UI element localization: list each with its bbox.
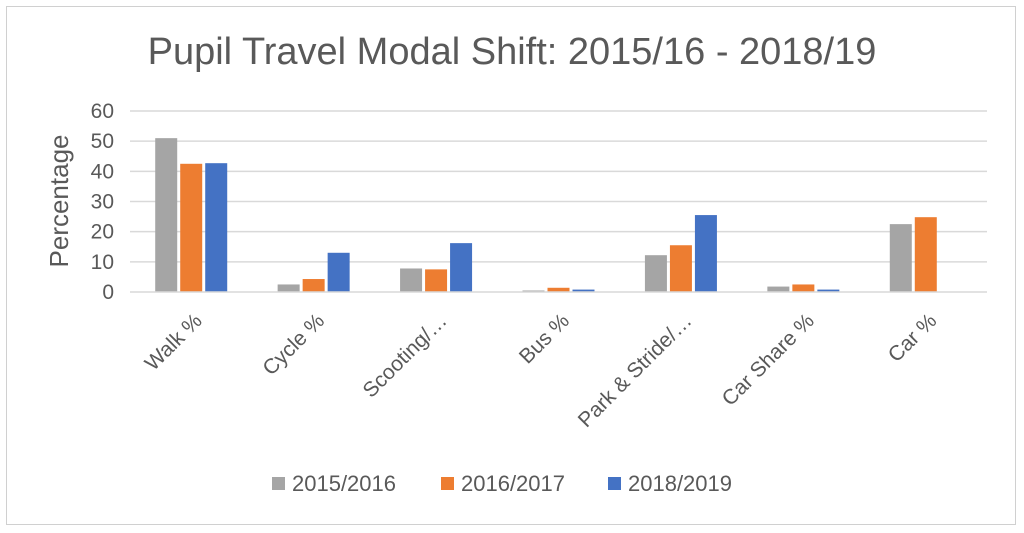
y-tick-label: 10 [91,251,114,274]
x-axis-tick-labels: Walk % Cycle % Scooting/… Bus % Park & Strid… [141,309,942,432]
bar-2015-2016-0 [155,138,178,292]
legend-swatch [272,477,285,490]
y-tick-label: 50 [91,130,114,153]
legend-swatch [608,477,621,490]
bar-2018-2019-2 [450,243,473,292]
bar-2018-2019-0 [205,163,228,292]
x-tick-label: Bus % [515,309,574,368]
bar-2015-2016-1 [277,284,300,292]
bar-2015-2016-4 [644,255,667,292]
x-tick-label: Scooting/… [359,309,452,402]
bar-2015-2016-5 [767,286,790,292]
bar-2016-2017-3 [547,287,570,292]
bar-2016-2017-5 [792,284,815,292]
bar-2015-2016-2 [400,268,423,292]
bar-2016-2017-4 [669,245,692,292]
y-tick-label: 30 [91,191,114,214]
x-tick-label: Car Share % [718,309,819,410]
bar-2018-2019-3 [572,289,595,292]
bar-2018-2019-5 [817,289,840,292]
bar-2016-2017-1 [302,279,325,292]
bar-2016-2017-0 [180,163,203,292]
y-tick-label: 20 [91,221,114,244]
x-tick-label: Car % [884,309,942,367]
bar-2018-2019-1 [327,252,350,292]
y-tick-label: 40 [91,160,114,183]
legend-label: 2018/2019 [628,471,732,496]
gridlines [130,110,987,263]
legend-label: 2015/2016 [292,471,396,496]
bar-2016-2017-2 [425,269,448,292]
legend: 2015/2016 2016/2017 2018/2019 [272,471,732,496]
bar-2016-2017-6 [914,217,937,292]
bar-2015-2016-3 [522,290,545,292]
x-tick-label: Park & Stride/… [574,309,697,432]
y-tick-label: 60 [91,100,114,123]
y-axis-label: Percentage [44,135,74,268]
legend-label: 2016/2017 [461,471,565,496]
bar-2015-2016-6 [889,224,912,292]
legend-swatch [441,477,454,490]
chart-title: Pupil Travel Modal Shift: 2015/16 - 2018… [148,31,877,73]
x-tick-label: Walk % [141,309,207,375]
bars [155,138,937,292]
y-tick-label: 0 [102,281,114,304]
bar-2018-2019-4 [694,215,717,292]
y-axis-ticks: 0 10 20 30 40 50 60 [91,100,114,304]
x-tick-label: Cycle % [258,309,329,380]
